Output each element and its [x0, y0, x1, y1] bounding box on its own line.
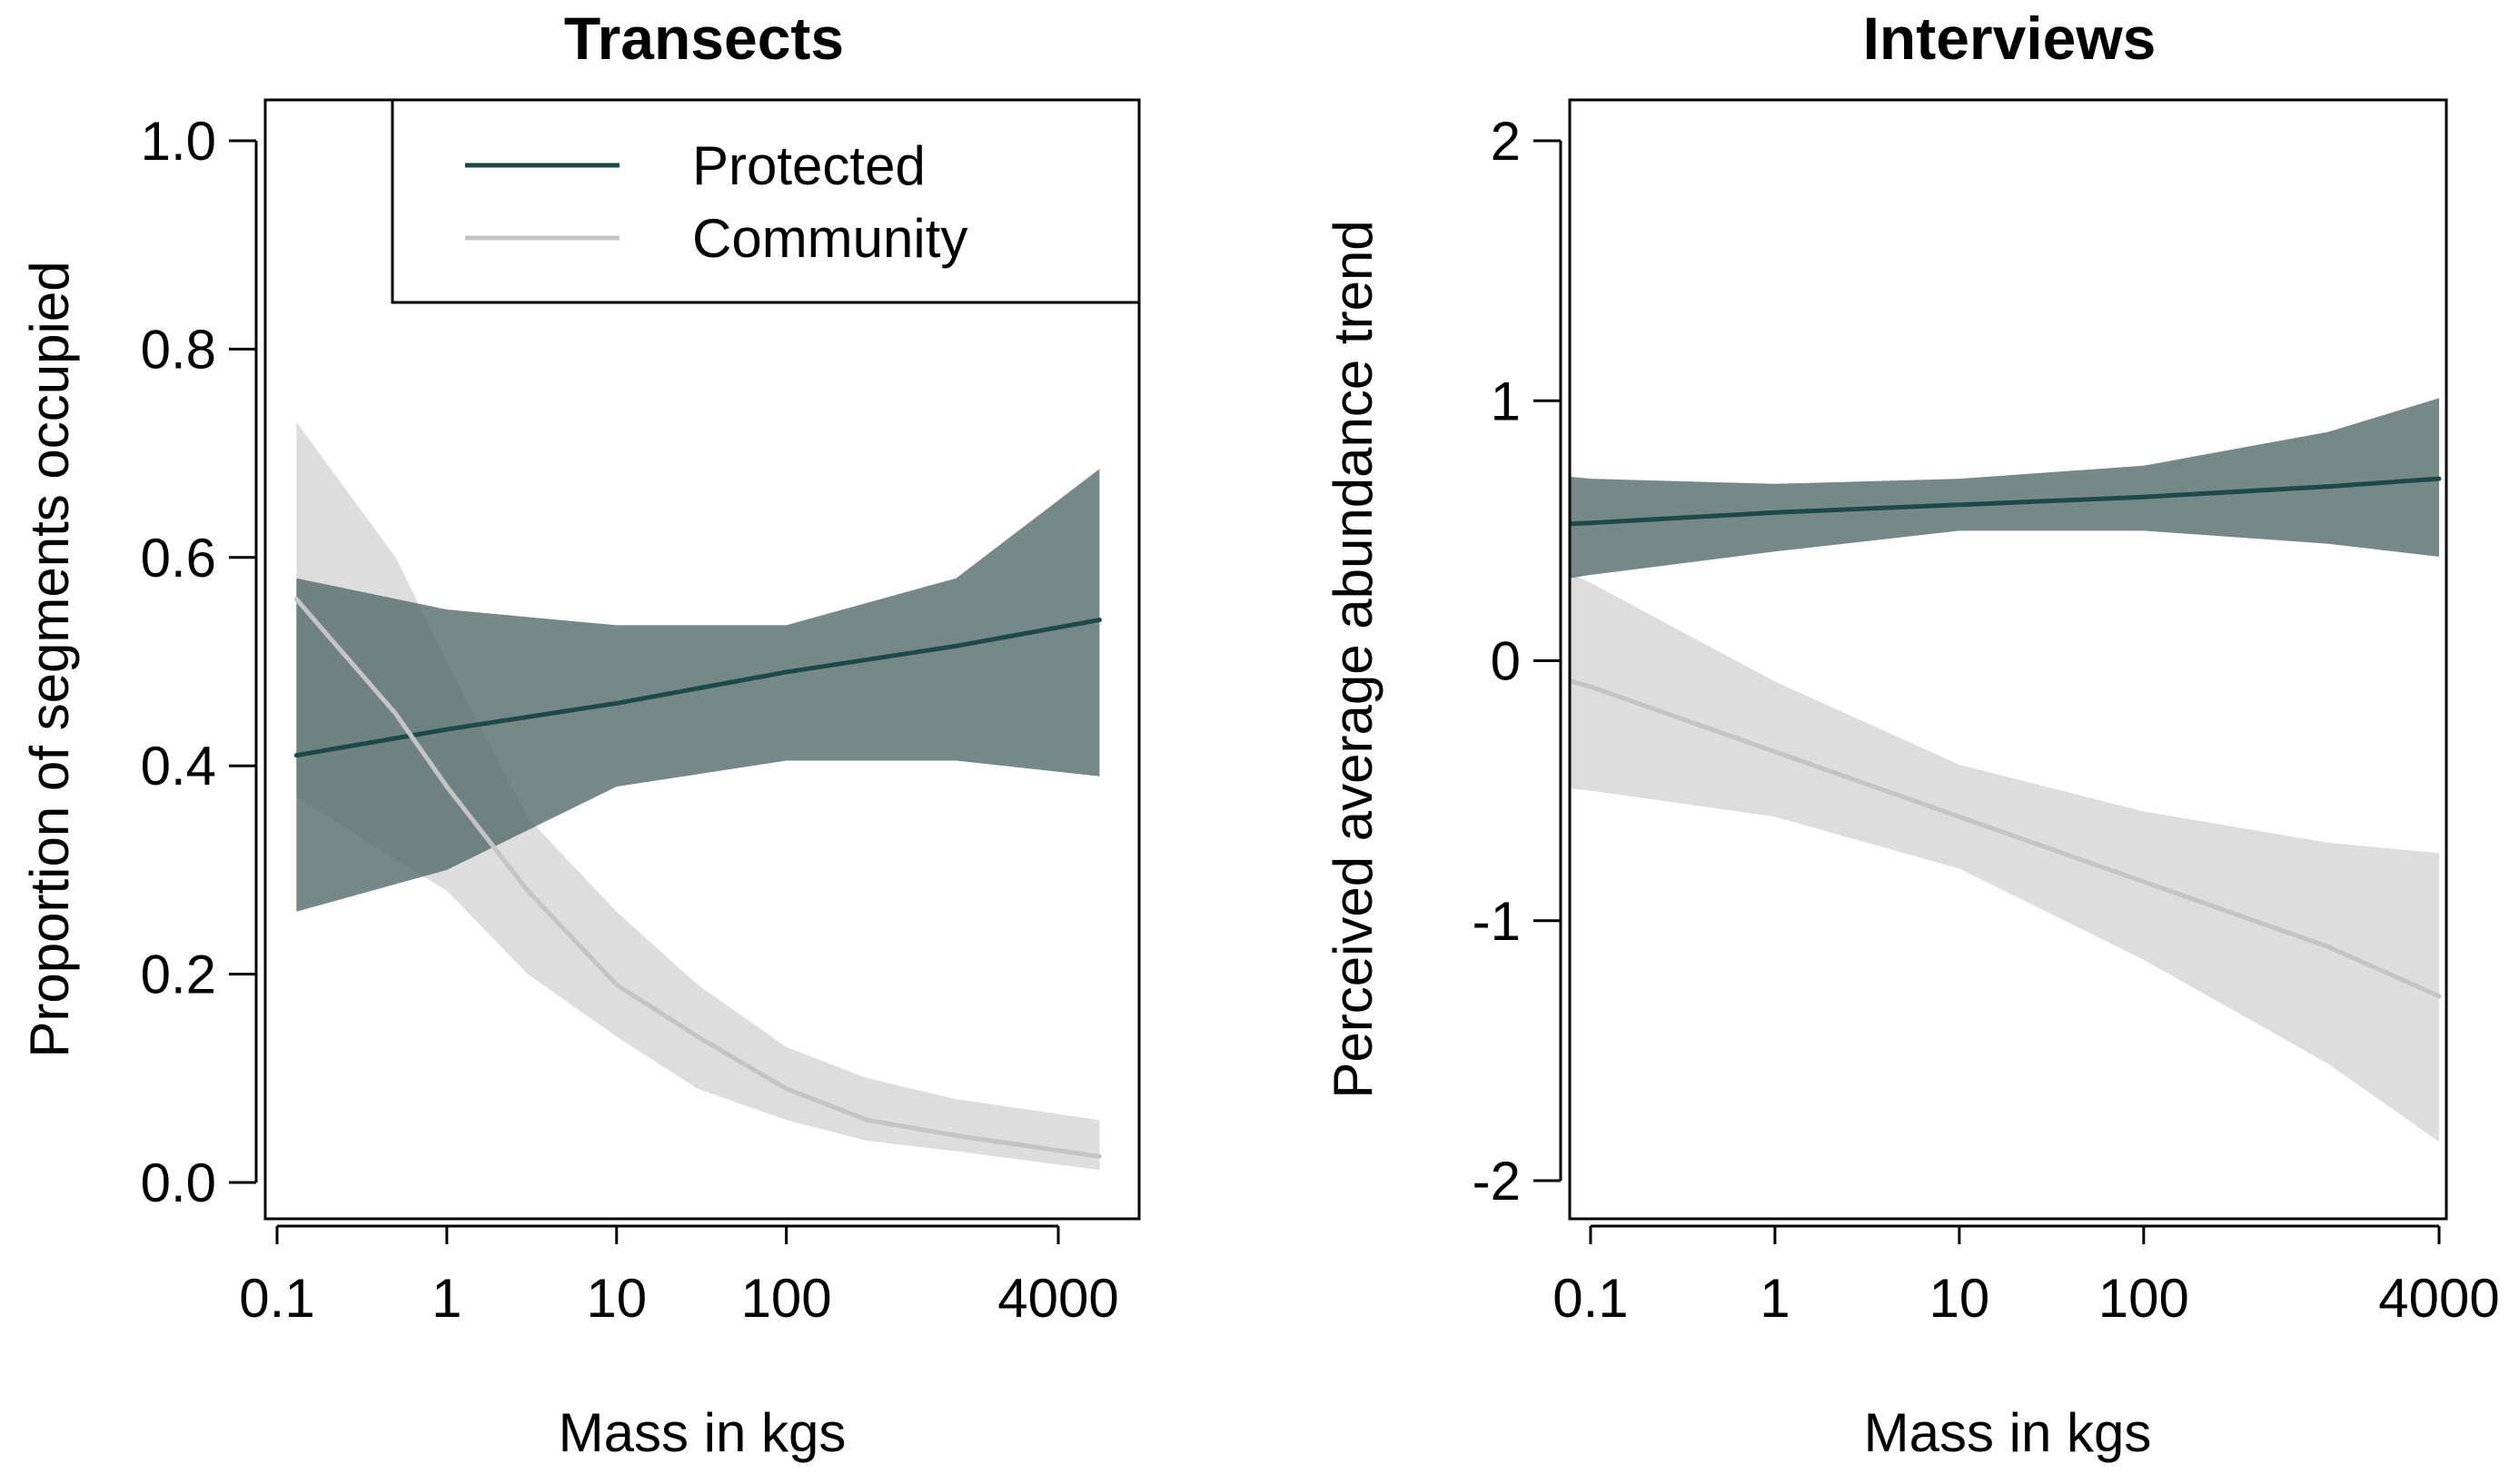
ci-band-protected — [1570, 398, 2439, 579]
panel-title-interviews: Interviews — [1863, 5, 2157, 72]
y-tick-label: 0 — [1491, 631, 1521, 692]
series-line-community — [293, 597, 1102, 1159]
x-tick-label: 1 — [1760, 1268, 1790, 1329]
x-tick-label: 1 — [431, 1268, 461, 1329]
y-tick-label: -2 — [1473, 1151, 1521, 1212]
panel-transects: Transects 0.0 0.2 0.4 0.6 0.8 1.0 0.1 1 10 100 40… — [19, 5, 1141, 1463]
x-axis-label-interviews: Mass in kgs — [1864, 1402, 2152, 1463]
confidence-bands-transects — [296, 421, 1100, 1171]
y-axis-transects: 0.0 0.2 0.4 0.6 0.8 1.0 — [141, 111, 258, 1213]
y-tick-label: 0.6 — [141, 528, 216, 589]
y-tick-label: 0.0 — [141, 1153, 216, 1213]
x-tick-label: 10 — [586, 1268, 647, 1329]
x-axis-interviews: 0.1 1 10 100 4000 — [1552, 1224, 2500, 1329]
legend-label-protected: Protected — [692, 135, 926, 196]
x-tick-label: 100 — [741, 1268, 832, 1329]
plot-frame-interviews — [1568, 98, 2448, 1221]
series-lines-transects — [293, 597, 1102, 1159]
series-line-protected — [1570, 476, 2442, 527]
legend-box — [391, 98, 1141, 304]
series-line-protected — [293, 618, 1102, 758]
ci-band-community — [1570, 573, 2439, 1143]
x-tick-label: 0.1 — [239, 1268, 314, 1329]
confidence-bands-interviews — [1570, 398, 2439, 1143]
y-axis-label-interviews: Perceived average abundance trend — [1323, 220, 1383, 1098]
y-tick-label: 0.4 — [141, 736, 216, 796]
x-tick-label: 10 — [1929, 1268, 1990, 1329]
x-tick-label: 100 — [2098, 1268, 2189, 1329]
x-axis-transects: 0.1 1 10 100 4000 — [239, 1224, 1119, 1329]
y-axis-interviews: -2 -1 0 1 2 — [1473, 111, 1562, 1212]
x-tick-label: 0.1 — [1552, 1268, 1628, 1329]
legend-label-community: Community — [692, 208, 967, 269]
legend: Protected Community — [391, 98, 1141, 304]
series-lines-interviews — [1570, 476, 2442, 999]
x-axis-label-transects: Mass in kgs — [559, 1402, 847, 1463]
y-tick-label: 1.0 — [141, 111, 216, 172]
y-axis-label-transects: Proportion of segments occupied — [19, 261, 80, 1057]
x-tick-label: 4000 — [997, 1268, 1118, 1329]
y-tick-label: -1 — [1473, 891, 1521, 952]
x-tick-label: 4000 — [2378, 1268, 2499, 1329]
y-tick-label: 0.2 — [141, 945, 216, 1005]
y-tick-label: 0.8 — [141, 319, 216, 380]
panel-title-transects: Transects — [564, 5, 844, 72]
panel-interviews: Interviews -2 -1 0 1 2 0.1 1 10 100 4000 Perceiv… — [1323, 5, 2500, 1463]
y-tick-label: 1 — [1491, 371, 1521, 431]
y-tick-label: 2 — [1491, 111, 1521, 172]
series-line-community — [1570, 678, 2442, 999]
